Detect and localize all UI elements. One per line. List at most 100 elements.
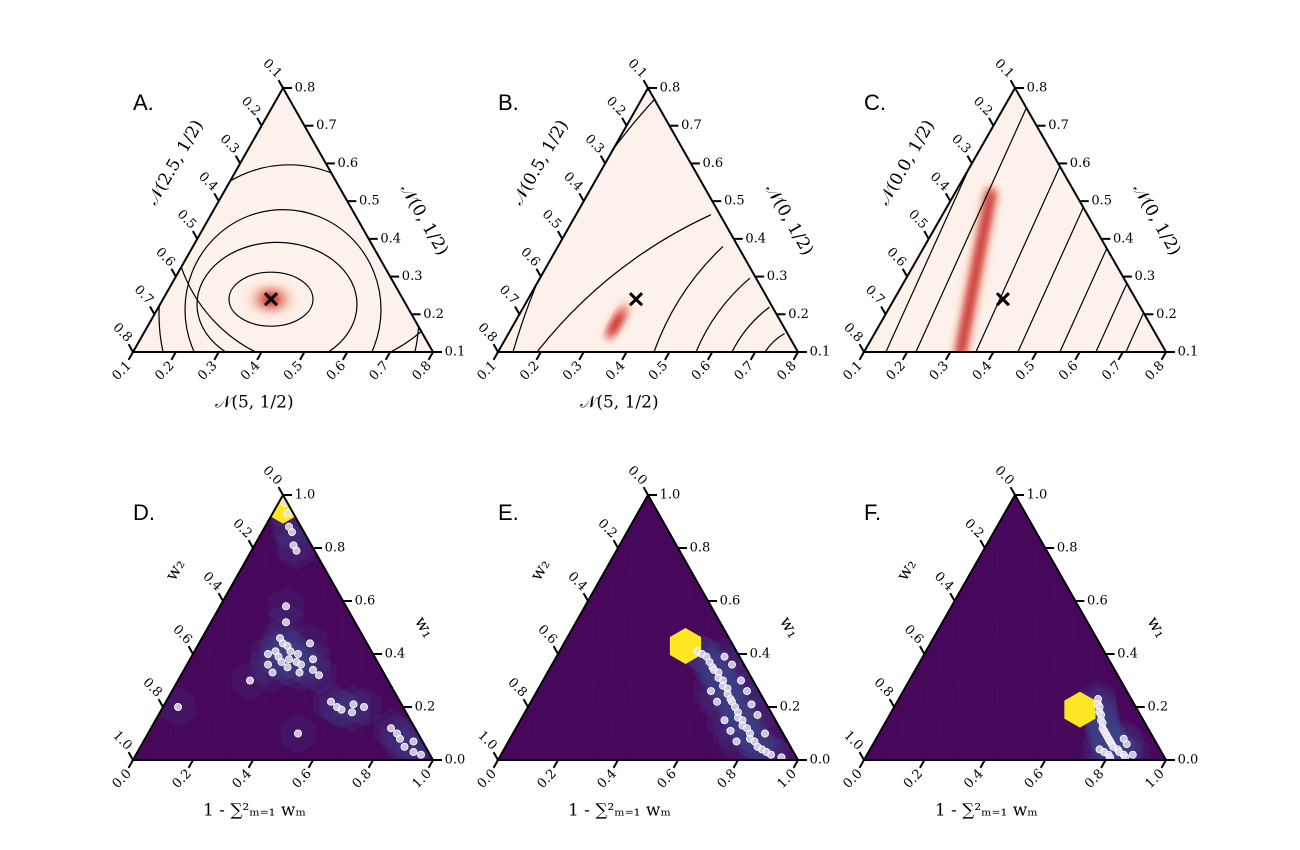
tick-mark [187, 759, 194, 769]
hexbin-cell [1073, 540, 1112, 584]
sample-point [743, 687, 752, 696]
tick-label: 1.0 [660, 488, 681, 503]
hexbin-cell [537, 442, 574, 485]
triangle-frame [131, 85, 435, 353]
tick-label: 0.8 [715, 767, 740, 792]
tick-mark [944, 192, 952, 202]
hexbin-cell [498, 738, 517, 760]
hexbin-cell [1032, 442, 1069, 485]
tick-mark [127, 343, 134, 353]
hexbin-cell [438, 706, 475, 749]
tick-mark [277, 486, 284, 496]
hexbin-cell [495, 409, 532, 452]
tick-mark [170, 351, 177, 361]
hexbin-cell [783, 540, 798, 584]
hexbin-cell [441, 673, 478, 716]
hexbin-cell [1035, 606, 1074, 650]
hexbin-cell [826, 508, 863, 551]
hexbin-cell [1284, 442, 1300, 485]
hexbin-cell [1169, 508, 1206, 551]
hexbin-cell [686, 475, 723, 518]
tick-mark [578, 192, 585, 202]
hexbin-cell [418, 540, 433, 584]
hexbin-cell [841, 574, 878, 617]
hexbin-cell [667, 442, 704, 485]
hexbin-cell [978, 705, 1017, 749]
tick-label: 0.6 [290, 767, 315, 792]
hexbin-cell [172, 442, 209, 485]
hexbin-cell [285, 573, 324, 617]
hexbin-cell [1055, 442, 1092, 485]
hexbin-cell [1284, 508, 1300, 551]
contour-line [731, 306, 770, 352]
x-marker-stroke [263, 292, 279, 307]
hexbin-cell [764, 507, 798, 551]
hexbin-cell [1188, 409, 1225, 452]
right-axis-label: 𝒩(0, 1/2) [761, 181, 818, 259]
x-marker-stroke [628, 292, 644, 307]
hexbin-cell [553, 442, 590, 485]
hexbin-cell [460, 376, 497, 419]
hexbin-cell [1284, 376, 1300, 419]
tick-mark [277, 79, 284, 89]
tick-mark [492, 343, 499, 353]
hexbin-cell [1226, 541, 1263, 584]
tick-label: 1.0 [475, 728, 500, 753]
tick-mark [256, 117, 263, 127]
hexbin-cell [1188, 607, 1225, 650]
triangle-frame [862, 492, 1168, 761]
tick-label: 0.0 [110, 767, 135, 792]
hexbin-cell [593, 495, 632, 518]
tick-label: 0.8 [775, 359, 800, 384]
panel-label: A. [133, 90, 154, 115]
hexbin-cell [864, 573, 902, 617]
hexbin-cell [536, 507, 575, 551]
tick-mark [1117, 351, 1124, 361]
tick-label: 0.7 [1099, 358, 1124, 383]
tick-mark [1160, 351, 1167, 361]
hexbin-cell [1111, 540, 1150, 584]
hexbin-cell [457, 541, 494, 584]
hexbin-cell [1207, 310, 1244, 353]
tick-label: 0.6 [1070, 156, 1091, 171]
hexbin-cell [1207, 706, 1244, 749]
hexbin-cell [899, 409, 936, 452]
hexbin-cell [495, 607, 532, 650]
hexbin-cell [95, 574, 132, 617]
tick-mark [234, 155, 242, 164]
hexbin-cell [399, 639, 433, 683]
hexbin-cell [76, 409, 113, 452]
tick-label: 0.1 [840, 358, 865, 383]
hexbin-cell [438, 640, 475, 683]
tick-mark [612, 759, 619, 769]
panel-label: E. [498, 500, 519, 525]
hexbin-cell [1054, 639, 1093, 683]
tick-label: 0.5 [281, 359, 306, 384]
tick-label: 0.0 [475, 767, 500, 792]
tick-mark [919, 759, 926, 769]
hexbin-cell [631, 672, 670, 716]
tick-label: 0.2 [230, 516, 255, 541]
hexbin-cell [380, 540, 419, 584]
hexbin-cell [1245, 376, 1282, 419]
hexbin-cell [1226, 475, 1263, 518]
hexbin-cell [1130, 507, 1166, 551]
sample-point [732, 737, 741, 746]
hexbin-cell [441, 409, 478, 452]
tick-mark [535, 268, 542, 278]
tick-mark [1009, 486, 1016, 496]
hexbin-cell [941, 442, 978, 485]
hexbin-cell [937, 409, 974, 452]
hexbin-cell [803, 442, 840, 485]
tick-label: 0.2 [970, 94, 995, 119]
hexbin-cell [1207, 574, 1244, 617]
hexbin-cell [1111, 606, 1150, 650]
hexbin-cell [171, 507, 210, 551]
hexbin-cell [76, 343, 113, 386]
tick-label: 0.5 [539, 207, 564, 232]
x-marker [628, 292, 644, 307]
tick-label: 0.5 [724, 194, 745, 209]
hexbin-cell [864, 772, 901, 815]
hexbin-cell [76, 607, 113, 650]
tick-label: 0.2 [238, 94, 263, 119]
